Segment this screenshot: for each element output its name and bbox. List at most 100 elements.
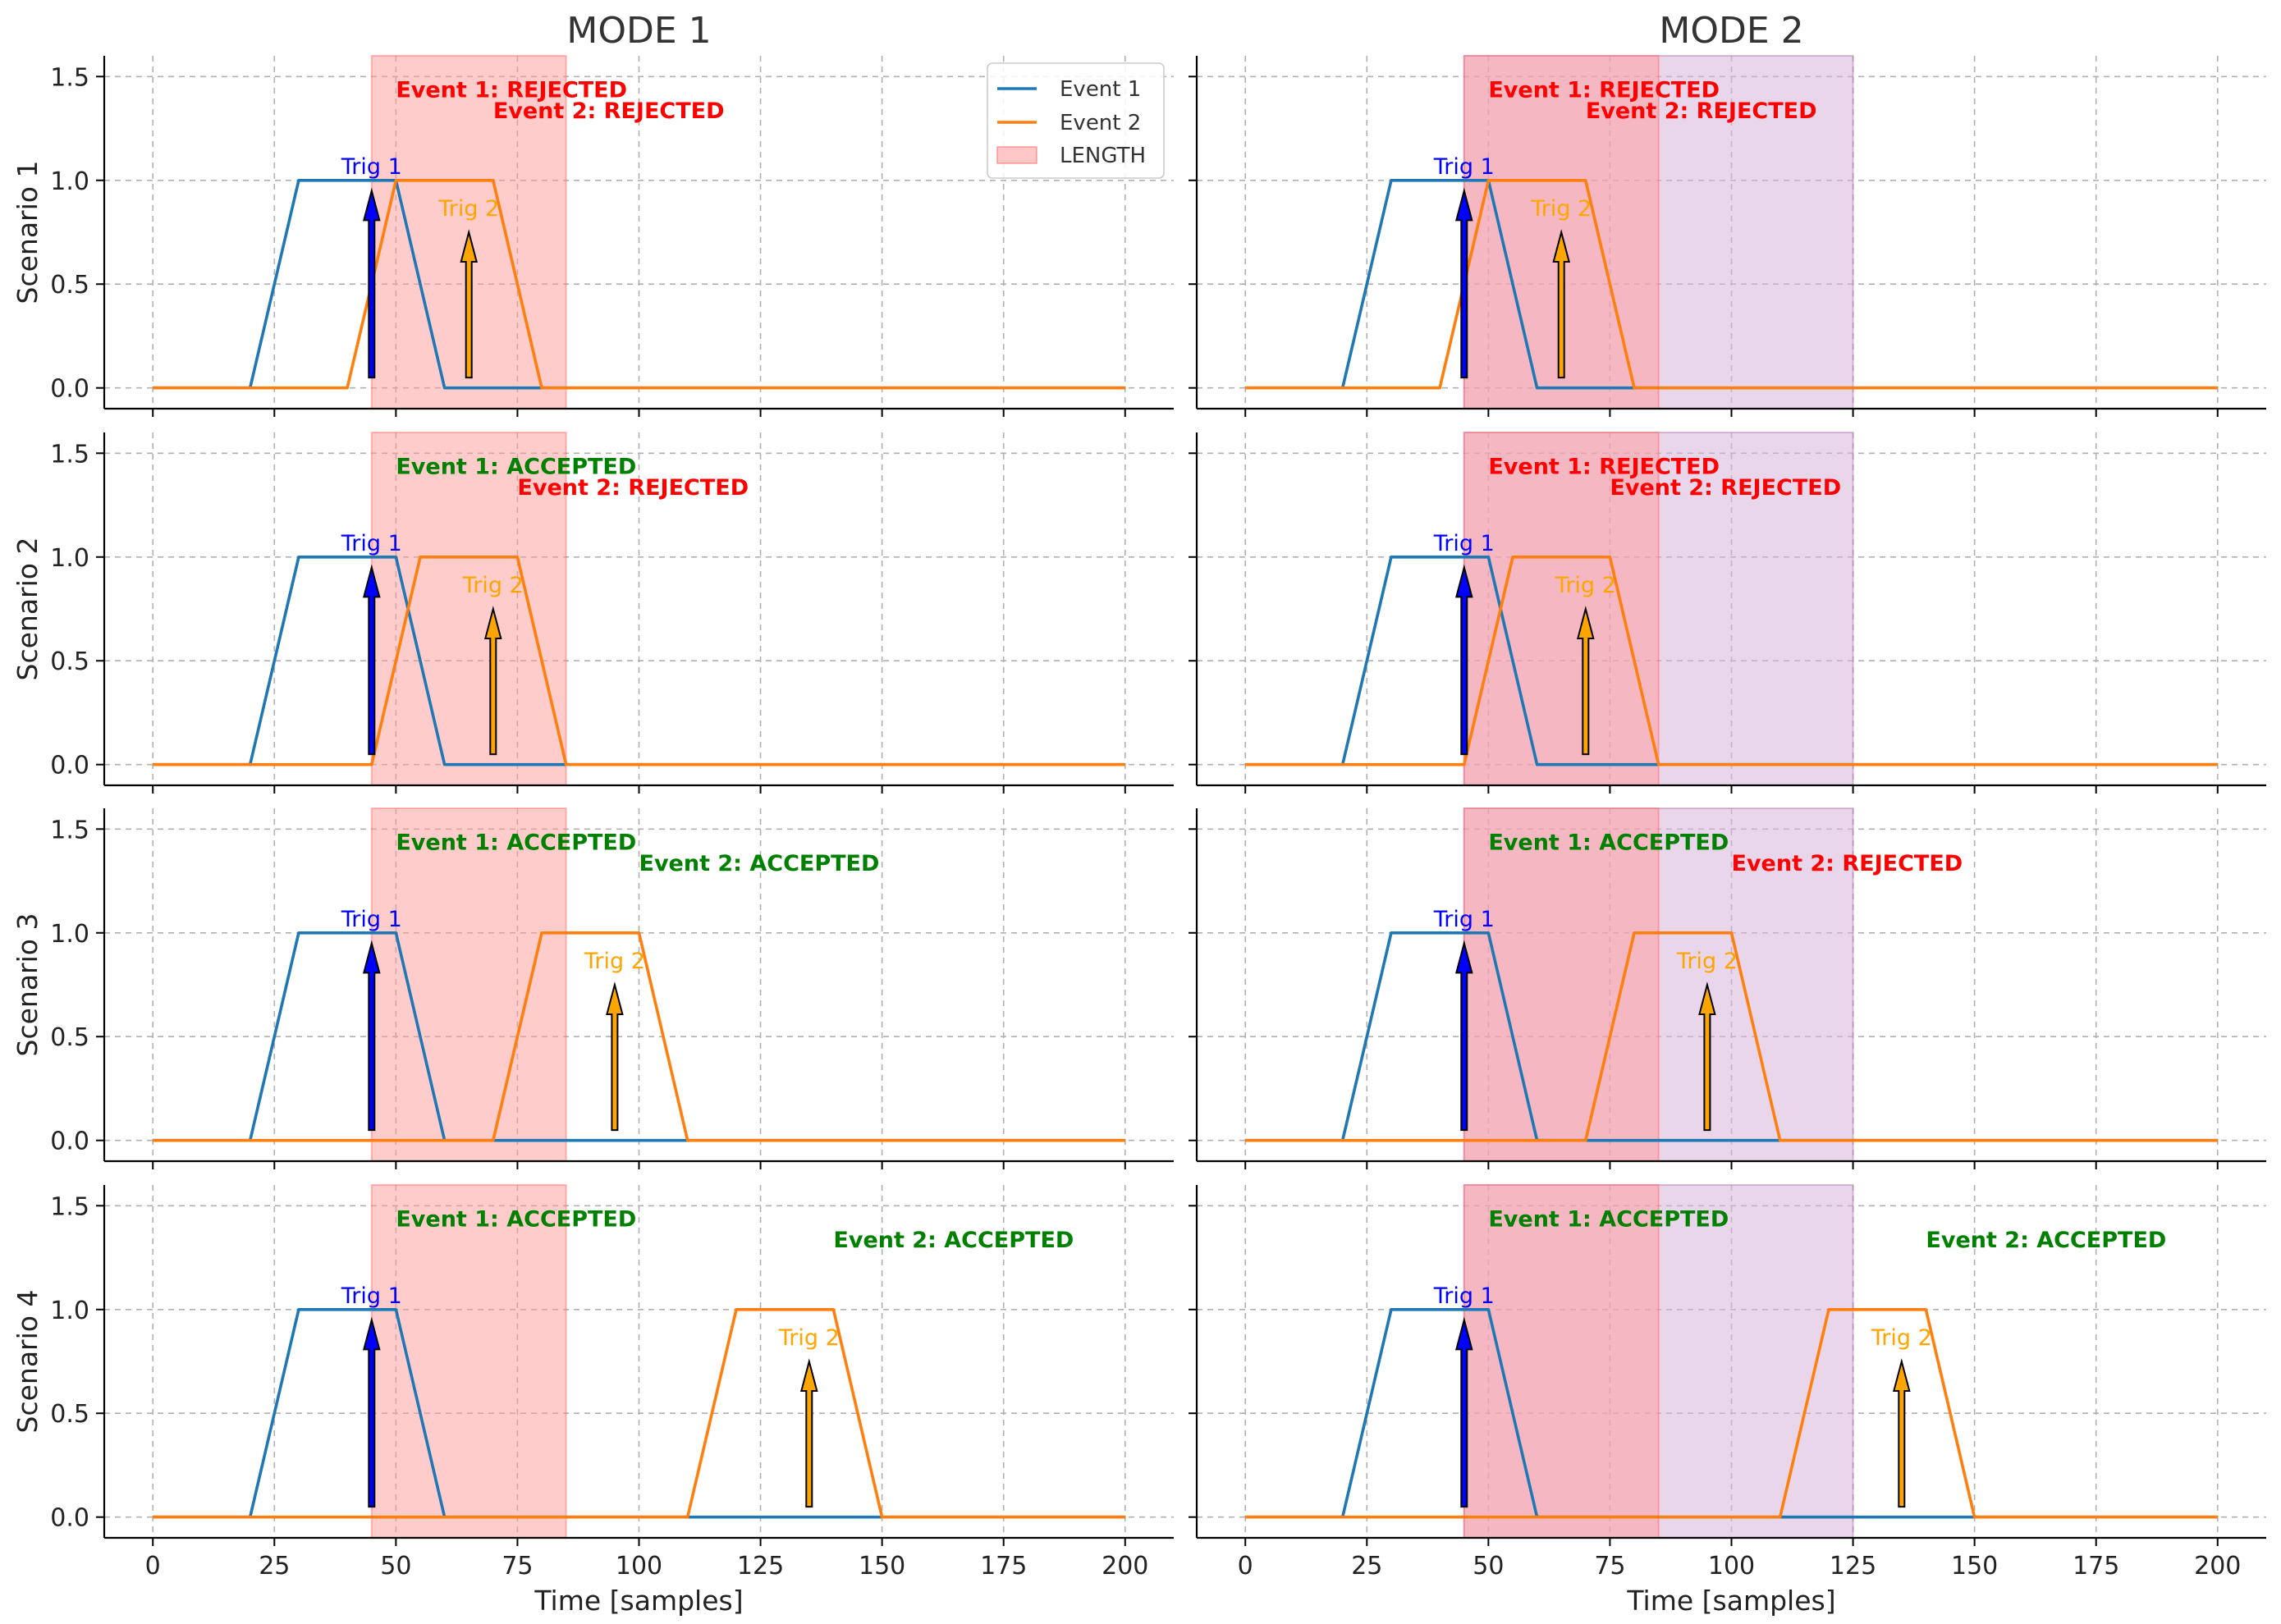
trig1-label: Trig 1 — [1433, 531, 1495, 556]
event2-line — [153, 179, 1125, 390]
trig2-label: Trig 2 — [1676, 949, 1738, 974]
trig1-label: Trig 1 — [341, 531, 402, 556]
x-tick-label: 0 — [145, 1552, 161, 1581]
y-tick-label: 1.5 — [50, 1192, 89, 1221]
trig2-label: Trig 2 — [584, 949, 645, 974]
trig2-label: Trig 2 — [1530, 196, 1592, 222]
event2-status: Event 2: REJECTED — [493, 98, 725, 124]
x-tick-label: 125 — [1830, 1552, 1876, 1581]
row-label-scenario-4: Scenario 4 — [11, 1290, 44, 1434]
trig1-label: Trig 1 — [1433, 907, 1495, 932]
trig1-arrow — [1455, 940, 1473, 1132]
event1-status: Event 1: REJECTED — [396, 78, 627, 103]
trig2-label: Trig 2 — [1555, 573, 1616, 598]
length-span — [1463, 807, 1660, 1162]
trig2-arrow — [1577, 606, 1595, 756]
trig2-arrow — [460, 229, 478, 379]
trig1-arrow — [363, 1316, 381, 1508]
trig1-arrow — [1455, 1316, 1473, 1508]
event1-status: Event 1: ACCEPTED — [1488, 830, 1729, 856]
x-tick-label: 200 — [2194, 1552, 2241, 1581]
trig1-label: Trig 1 — [1433, 154, 1495, 180]
y-tick-label: 1.5 — [50, 63, 89, 92]
x-tick-label: 25 — [1351, 1552, 1382, 1581]
trig2-arrow — [1698, 981, 1716, 1132]
x-tick-label: 100 — [616, 1552, 662, 1581]
x-tick-label: 150 — [859, 1552, 905, 1581]
y-tick-label: 0.0 — [50, 1504, 89, 1533]
length-span — [370, 807, 567, 1162]
event1-status: Event 1: ACCEPTED — [396, 830, 636, 856]
event1-status: Event 1: REJECTED — [1488, 78, 1720, 103]
event2-line — [1245, 179, 2218, 390]
legend-swatch-length — [996, 146, 1037, 164]
event2-line — [153, 555, 1125, 766]
column-title-mode-2: MODE 2 — [1659, 10, 1803, 52]
length-span — [370, 1184, 567, 1539]
trig2-label: Trig 2 — [778, 1325, 840, 1351]
x-tick-label: 175 — [980, 1552, 1027, 1581]
trig1-arrow — [1455, 564, 1473, 756]
x-tick-label: 175 — [2073, 1552, 2119, 1581]
trig2-arrow — [606, 981, 624, 1132]
event2-status: Event 2: ACCEPTED — [1926, 1228, 2166, 1253]
x-tick-label: 100 — [1708, 1552, 1755, 1581]
trig2-arrow — [800, 1358, 818, 1508]
x-tick-label: 0 — [1238, 1552, 1253, 1581]
trig2-arrow — [484, 606, 502, 756]
x-tick-label: 25 — [259, 1552, 290, 1581]
event2-line — [1245, 931, 2218, 1142]
x-axis-label: Time [samples] — [1626, 1585, 1835, 1617]
event1-status: Event 1: REJECTED — [1488, 455, 1720, 480]
trig2-label: Trig 2 — [462, 573, 524, 598]
event2-status: Event 2: ACCEPTED — [639, 851, 880, 876]
trig1-label: Trig 1 — [341, 907, 402, 932]
column-title-mode-1: MODE 1 — [566, 10, 711, 52]
x-axis-label: Time [samples] — [534, 1585, 743, 1617]
event2-status: Event 2: REJECTED — [517, 475, 749, 501]
y-tick-label: 0.5 — [50, 271, 89, 300]
trig1-arrow — [363, 564, 381, 756]
event1-status: Event 1: ACCEPTED — [1488, 1207, 1729, 1233]
length-span — [370, 432, 567, 786]
event2-status: Event 2: REJECTED — [1586, 98, 1817, 124]
trig1-arrow — [363, 187, 381, 379]
x-tick-label: 125 — [737, 1552, 784, 1581]
row-label-scenario-1: Scenario 1 — [11, 161, 44, 304]
trig1-arrow — [1455, 187, 1473, 379]
x-tick-label: 150 — [1951, 1552, 1998, 1581]
y-tick-label: 1.0 — [50, 167, 89, 196]
y-tick-label: 0.0 — [50, 1128, 89, 1156]
legend-label-length: LENGTH — [1060, 144, 1146, 168]
panel-mode1-scenario4: Trig 1 Trig 2 Event 1: ACCEPTED Event 2: AC… — [11, 1184, 1174, 1617]
event2-line — [153, 931, 1125, 1142]
y-tick-label: 1.0 — [50, 544, 89, 573]
length-span — [1463, 1184, 1660, 1539]
y-tick-label: 0.5 — [50, 647, 89, 676]
event2-status: Event 2: REJECTED — [1732, 851, 1963, 876]
trig2-label: Trig 2 — [1871, 1325, 1932, 1351]
event2-status: Event 2: ACCEPTED — [833, 1228, 1074, 1253]
y-tick-label: 1.5 — [50, 816, 89, 844]
x-tick-label: 50 — [380, 1552, 411, 1581]
trig2-arrow — [1893, 1358, 1911, 1508]
x-tick-label: 50 — [1473, 1552, 1504, 1581]
y-tick-label: 0.5 — [50, 1400, 89, 1429]
panel-mode2-scenario4: Trig 1 Trig 2 Event 1: ACCEPTED Event 2: AC… — [1189, 1184, 2266, 1617]
y-tick-label: 1.0 — [50, 920, 89, 949]
trig2-arrow — [1552, 229, 1570, 379]
x-tick-label: 75 — [502, 1552, 533, 1581]
legend: Event 1 Event 2 LENGTH — [987, 62, 1165, 179]
legend-label-event2: Event 2 — [1060, 111, 1141, 135]
event2-status: Event 2: REJECTED — [1610, 475, 1841, 501]
trig2-label: Trig 2 — [437, 196, 499, 222]
trig1-arrow — [363, 940, 381, 1132]
y-tick-label: 0.0 — [50, 375, 89, 404]
